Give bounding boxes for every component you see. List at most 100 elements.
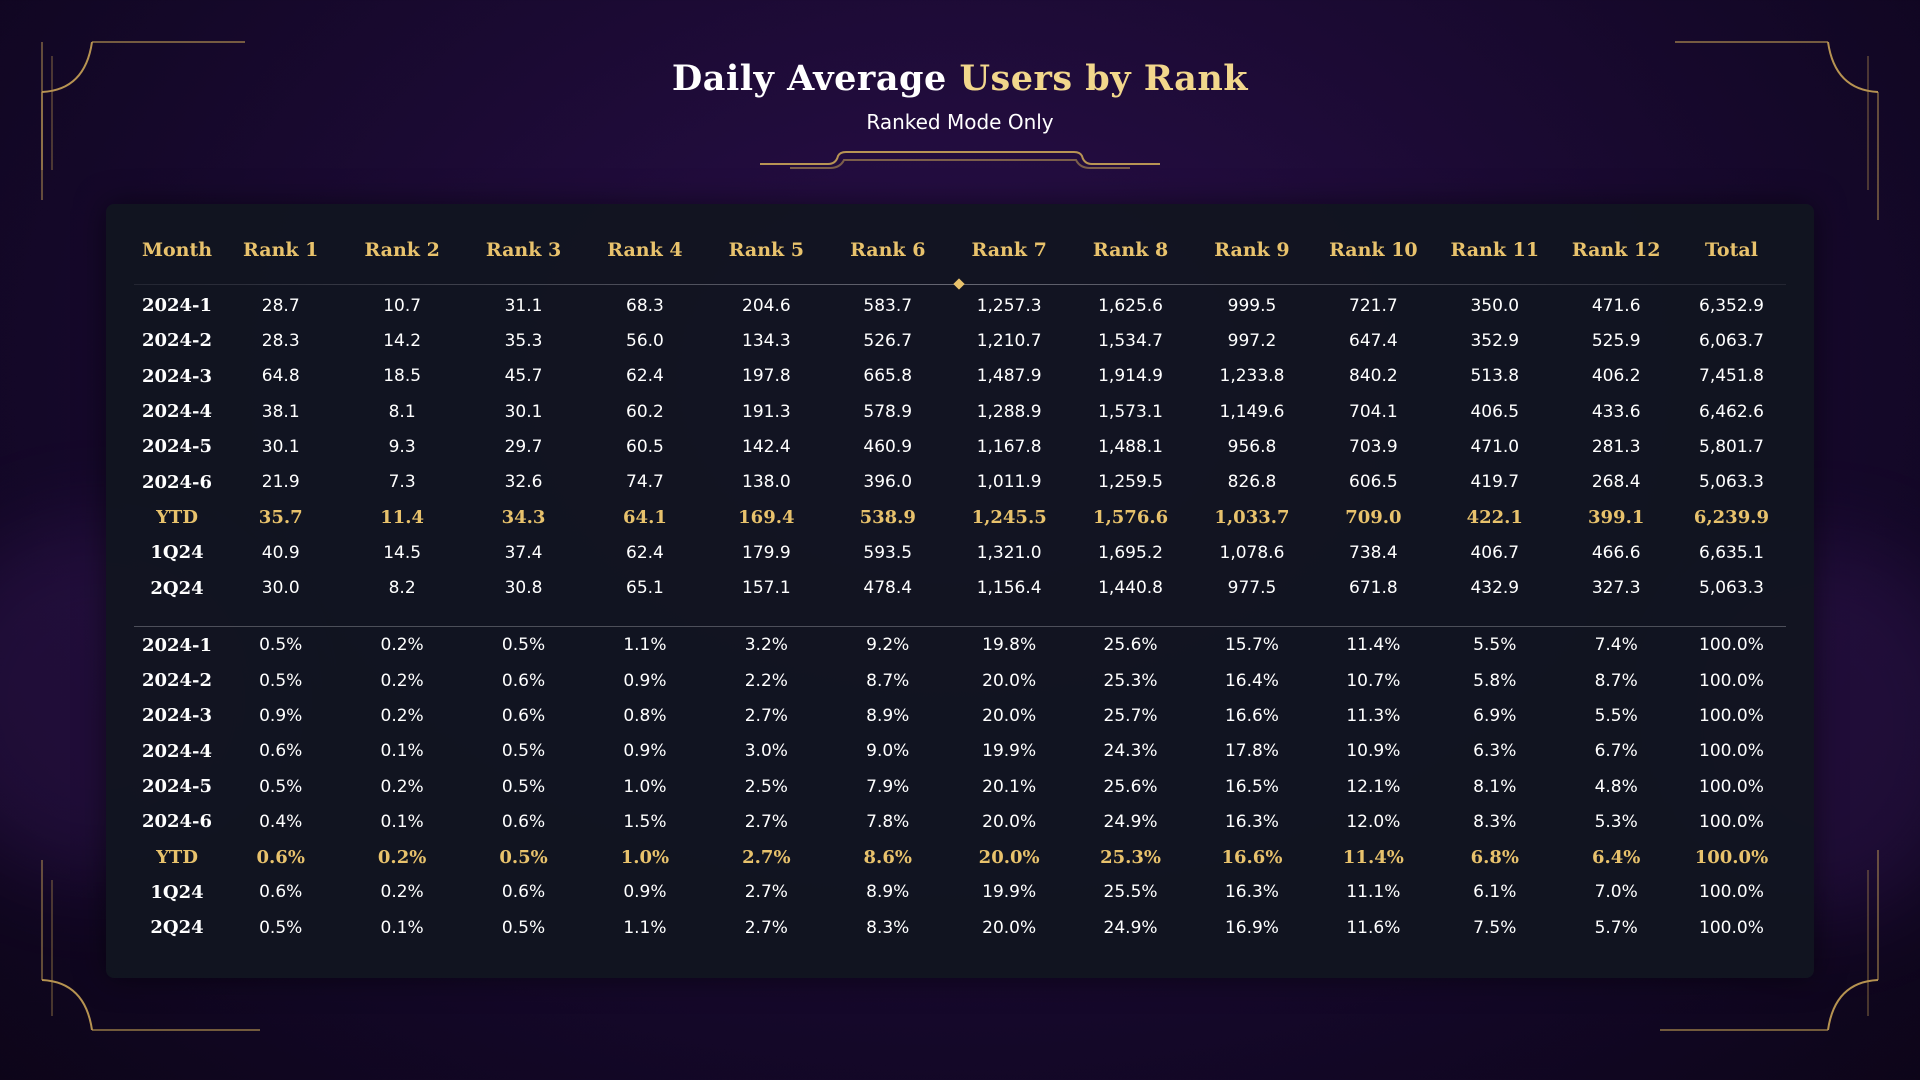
value-cell: 721.7 [1349,295,1398,316]
value-cell: 352.9 [1470,330,1520,351]
value-cell: 0.9% [623,741,667,762]
value-cell: 703.9 [1349,436,1398,457]
value-cell: 665.8 [863,366,913,387]
value-cell: 8.3% [866,917,910,938]
value-cell: 25.3% [1103,670,1158,691]
section-divider [134,626,1786,627]
value-cell: 30.0 [261,578,300,599]
value-cell: 35.3 [504,330,543,351]
month-cell: 2024-2 [141,670,213,692]
value-cell: 20.0% [982,705,1037,726]
value-cell: 526.7 [863,330,913,351]
shares-row: 2024-4 0.6% 0.1% 0.5% 0.9% 3.0% 9.0% 19.9% 24.3%… [134,734,1786,769]
value-cell: 2.7% [744,917,788,938]
value-cell: 20.0% [982,670,1037,691]
month-cell: 2024-4 [141,740,213,762]
month-cell: 2024-3 [141,705,213,727]
value-cell: 1,914.9 [1098,366,1163,387]
value-cell: 478.4 [863,578,913,599]
value-cell: 11.3% [1346,705,1401,726]
value-cell: 1.1% [623,917,667,938]
value-cell: 8.9% [866,882,910,903]
value-cell: 0.2% [380,776,424,797]
value-cell: 1.1% [623,635,667,656]
value-cell: 1,149.6 [1219,401,1285,422]
month-cell: 2024-6 [141,811,213,833]
value-cell: 2.7% [744,811,788,832]
value-cell: 0.9% [259,705,303,726]
value-cell: 6.7% [1594,741,1638,762]
value-cell: 11.4% [1342,846,1404,868]
value-cell: 0.6% [259,882,303,903]
value-cell: 169.4 [738,506,795,528]
value-cell: 8.9% [866,705,910,726]
value-cell: 399.1 [1588,506,1645,528]
value-cell: 4.8% [1594,776,1638,797]
value-cell: 840.2 [1349,366,1398,387]
rank-users-table: Month Rank 1 Rank 2 Rank 3 Rank 4 Rank 5 Rank … [134,222,1786,945]
value-cell: 0.1% [380,811,424,832]
value-cell: 513.8 [1470,366,1520,387]
value-cell: 0.1% [380,741,424,762]
value-cell: 25.7% [1103,705,1158,726]
value-cell: 6.3% [1473,741,1517,762]
value-cell: 826.8 [1227,472,1277,493]
value-cell: 21.9 [261,472,300,493]
column-header: Rank 4 [607,239,683,261]
value-cell: 7.0% [1594,882,1638,903]
value-cell: 578.9 [863,401,913,422]
value-cell: 0.6% [256,846,305,868]
value-cell: 11.4% [1346,635,1401,656]
value-cell: 671.8 [1349,578,1398,599]
value-cell: 0.9% [623,670,667,691]
value-cell: 7.5% [1473,917,1517,938]
users-row: 2024-4 38.1 8.1 30.1 60.2 191.3 578.9 1,288.9 1,… [134,394,1786,429]
value-cell: 1,233.8 [1219,366,1285,387]
users-row: 2Q24 30.0 8.2 30.8 65.1 157.1 478.4 1,156.4 1,44… [134,570,1786,605]
value-cell: 8.7% [866,670,910,691]
value-cell: 956.8 [1227,436,1277,457]
column-header: Total [1704,239,1758,261]
month-cell: 2024-5 [141,776,213,797]
month-cell: 1Q24 [150,542,204,564]
value-cell: 134.3 [742,330,791,351]
value-cell: 1,695.2 [1098,542,1163,563]
value-cell: 0.6% [501,811,546,832]
value-cell: 0.8% [623,705,667,726]
column-header: Rank 8 [1092,239,1169,261]
column-header: Rank 9 [1214,239,1290,261]
value-cell: 14.5 [383,542,422,563]
value-cell: 709.0 [1345,506,1402,528]
value-cell: 647.4 [1349,330,1398,351]
value-cell: 7.8% [866,811,910,832]
value-cell: 19.8% [982,635,1037,656]
value-cell: 45.7 [504,366,543,387]
value-cell: 396.0 [863,472,913,493]
value-cell: 28.7 [261,295,300,316]
value-cell: 6.1% [1473,882,1517,903]
value-cell: 8.1% [1473,776,1517,797]
value-cell: 30.1 [504,401,543,422]
value-cell: 15.7% [1224,635,1279,656]
value-cell: 9.3 [388,436,416,457]
value-cell: 30.1 [261,436,300,457]
shares-row: YTD 0.6% 0.2% 0.5% 1.0% 2.7% 8.6% 20.0% 25.3% 16.… [134,839,1786,874]
users-row: 2024-1 28.7 10.7 31.1 68.3 204.6 583.7 1,257.3 1… [134,288,1786,323]
value-cell: 60.2 [626,401,664,422]
value-cell: 738.4 [1349,542,1398,563]
value-cell: 1,210.7 [976,330,1042,351]
value-cell: 6,462.6 [1699,401,1764,422]
value-cell: 419.7 [1470,472,1520,493]
value-cell: 593.5 [863,542,913,563]
value-cell: 466.6 [1591,542,1641,563]
column-header: Rank 11 [1450,239,1540,261]
value-cell: 100.0% [1699,705,1764,726]
value-cell: 20.0% [978,846,1040,868]
value-cell: 1,576.6 [1092,506,1169,528]
value-cell: 0.4% [259,811,303,832]
value-cell: 471.0 [1470,436,1520,457]
value-cell: 0.5% [501,776,546,797]
value-cell: 704.1 [1349,401,1398,422]
value-cell: 3.2% [744,635,788,656]
value-cell: 142.4 [742,436,791,457]
